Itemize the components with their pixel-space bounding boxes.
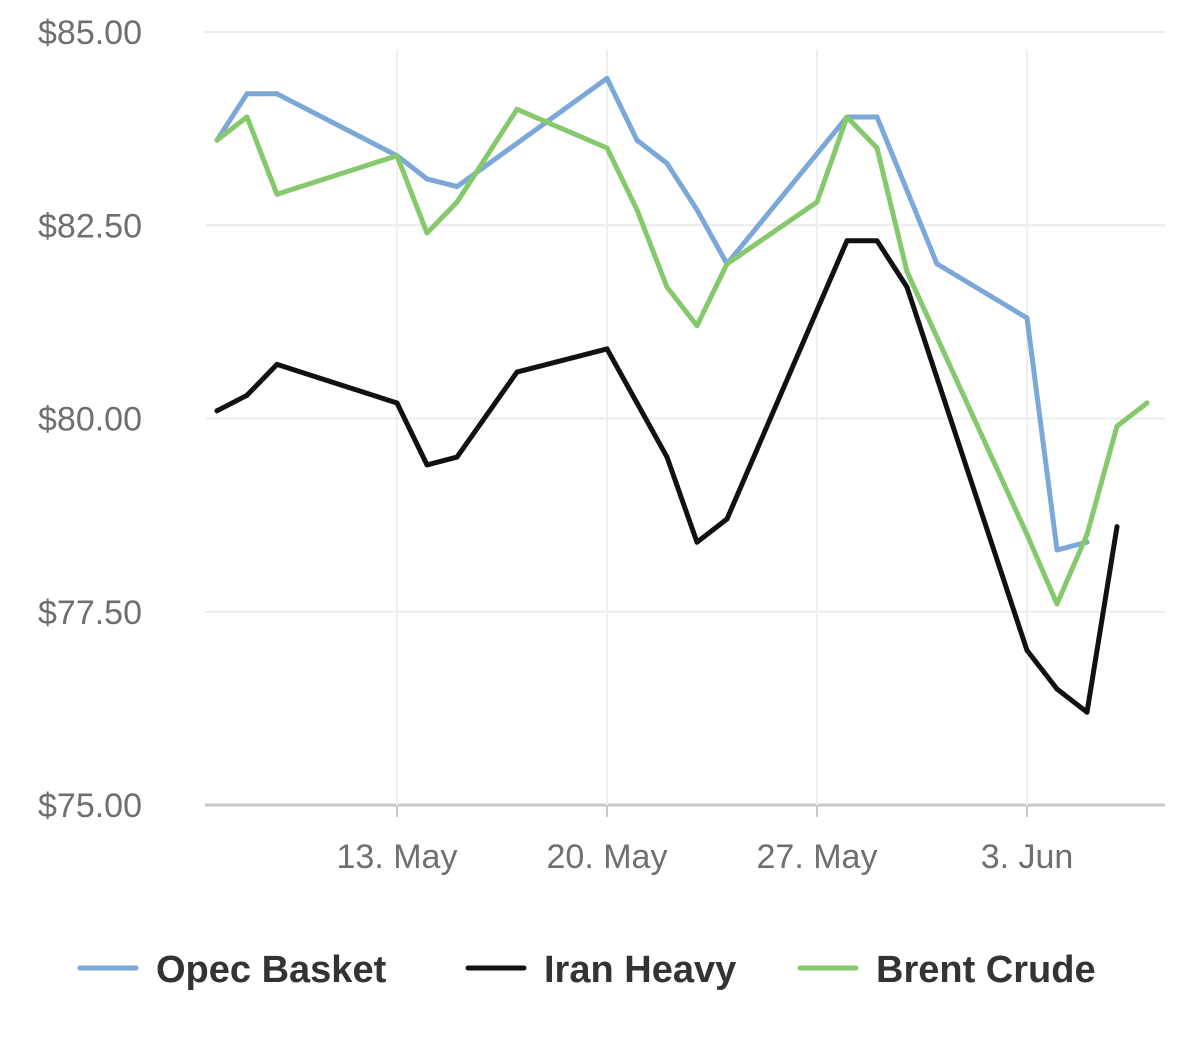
grid-layer [205,31,1165,807]
data-point-brent-crude [514,106,520,112]
data-point-brent-crude [664,284,670,290]
data-point-brent-crude [244,114,250,120]
data-point-brent-crude [844,114,850,120]
legend-item-iran-heavy[interactable]: Iran Heavy [465,949,736,991]
y-tick-label: $77.50 [38,594,142,632]
data-point-iran-heavy [604,346,610,352]
data-point-iran-heavy [1114,524,1120,530]
x-tick-label: 3. Jun [981,838,1074,876]
data-point-brent-crude [874,145,880,151]
data-point-brent-crude [394,153,400,159]
legend-label: Iran Heavy [544,949,736,991]
data-point-opec-basket [244,91,250,97]
data-point-iran-heavy [634,400,640,406]
data-point-opec-basket [424,176,430,182]
data-point-brent-crude [424,230,430,236]
series-brent-crude [214,106,1150,607]
data-point-iran-heavy [904,284,910,290]
x-tick-label: 27. May [757,838,878,876]
data-point-brent-crude [1114,423,1120,429]
data-point-brent-crude [1084,531,1090,537]
data-point-brent-crude [1054,601,1060,607]
data-point-brent-crude [694,323,700,329]
legend-label: Opec Basket [156,949,387,991]
y-tick-label: $75.00 [38,787,142,825]
data-point-opec-basket [934,261,940,267]
x-tick-label: 20. May [547,838,668,876]
data-point-iran-heavy [1084,709,1090,715]
data-point-brent-crude [454,199,460,205]
data-point-brent-crude [1144,400,1150,406]
data-point-opec-basket [694,207,700,213]
y-tick-label: $82.50 [38,207,142,245]
y-tick-label: $80.00 [38,401,142,439]
data-point-opec-basket [1024,315,1030,321]
data-point-brent-crude [1024,531,1030,537]
data-point-brent-crude [814,199,820,205]
data-point-iran-heavy [424,462,430,468]
data-point-opec-basket [634,137,640,143]
data-point-iran-heavy [514,369,520,375]
data-point-opec-basket [1054,547,1060,553]
data-point-iran-heavy [694,539,700,545]
data-point-opec-basket [604,75,610,81]
data-point-brent-crude [904,269,910,275]
axis-layer: $85.00 $82.50 $80.00 $77.50 $75.00 13. May 20.… [38,14,1073,876]
data-point-brent-crude [724,261,730,267]
data-point-brent-crude [604,145,610,151]
data-point-iran-heavy [274,361,280,367]
series-iran-heavy [214,238,1120,715]
series-layer [214,75,1150,715]
legend: Opec Basket Iran Heavy Brent Crude [77,949,1096,991]
legend-item-brent-crude[interactable]: Brent Crude [797,949,1096,991]
data-point-iran-heavy [244,392,250,398]
data-point-iran-heavy [214,408,220,414]
legend-label: Brent Crude [876,949,1096,991]
data-point-brent-crude [274,191,280,197]
data-point-iran-heavy [1054,686,1060,692]
x-tick-label: 13. May [337,838,458,876]
data-point-iran-heavy [454,454,460,460]
data-point-iran-heavy [664,454,670,460]
data-point-iran-heavy [874,238,880,244]
data-point-iran-heavy [724,516,730,522]
y-tick-label: $85.00 [38,14,142,52]
data-point-opec-basket [664,160,670,166]
data-point-opec-basket [874,114,880,120]
data-point-opec-basket [274,91,280,97]
data-point-iran-heavy [844,238,850,244]
data-point-iran-heavy [1024,647,1030,653]
legend-item-opec-basket[interactable]: Opec Basket [77,949,387,991]
data-point-iran-heavy [394,400,400,406]
data-point-brent-crude [214,137,220,143]
data-point-opec-basket [454,184,460,190]
data-point-brent-crude [634,207,640,213]
